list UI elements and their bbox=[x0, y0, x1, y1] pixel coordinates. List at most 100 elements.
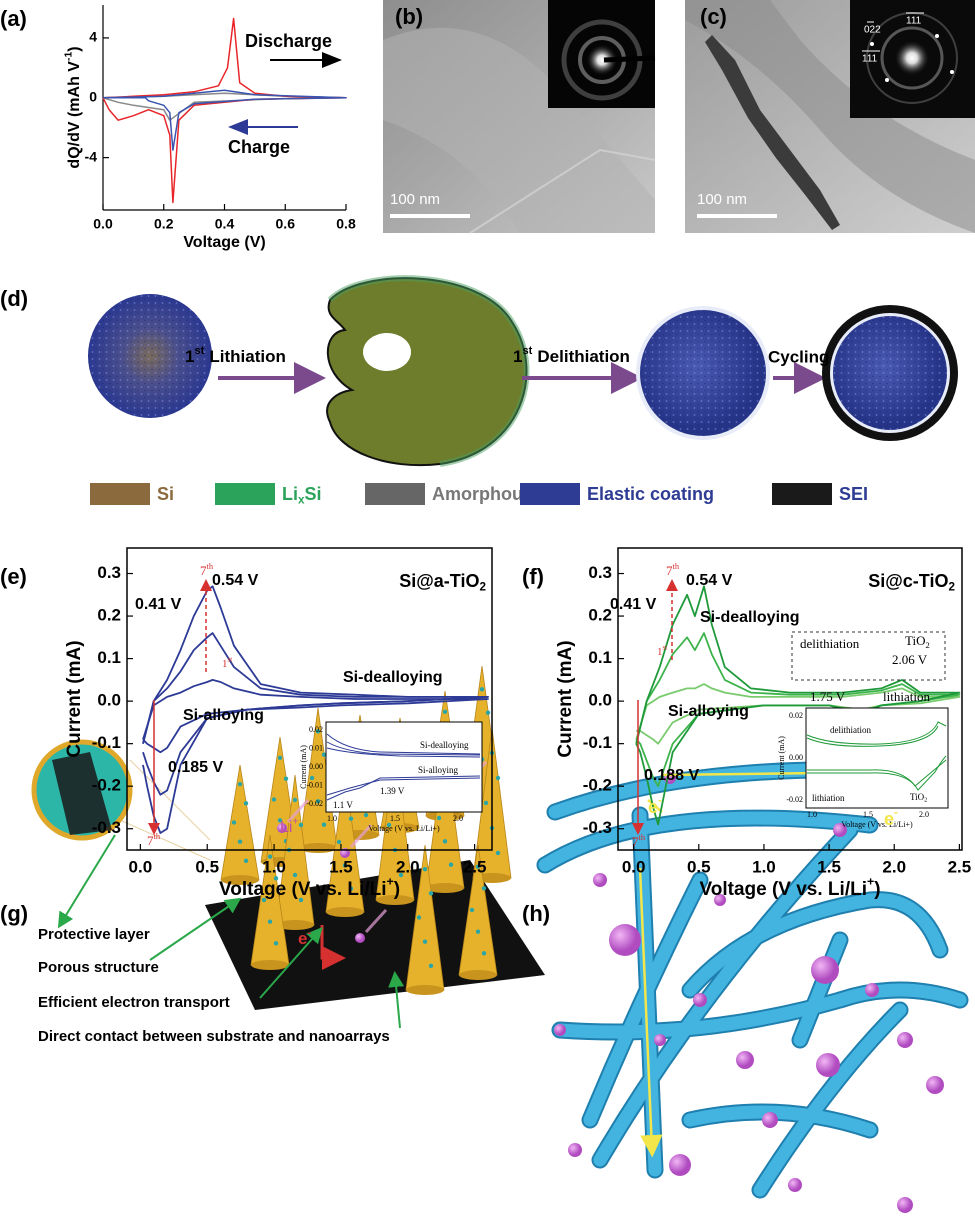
x-axis-title: Voltage (V vs. Li/Li+) bbox=[699, 875, 880, 900]
step-label-part: Delithiation bbox=[537, 347, 630, 366]
electron-label-part: - bbox=[658, 794, 662, 807]
pore bbox=[495, 775, 501, 781]
nanowire bbox=[538, 811, 877, 872]
panel-label: (d) bbox=[0, 286, 28, 311]
x-tick-label: 1.0 bbox=[262, 857, 286, 876]
inset-curve bbox=[326, 747, 481, 758]
nanowire-network bbox=[536, 760, 969, 1213]
miller-index: 111 bbox=[862, 54, 878, 65]
feature-label: Protective layer bbox=[38, 926, 150, 943]
panel-label: (g) bbox=[0, 901, 28, 926]
legend-label-part: x bbox=[298, 493, 305, 506]
pore bbox=[428, 891, 434, 896]
pore bbox=[243, 858, 249, 864]
pore bbox=[298, 897, 304, 903]
inset-tick-label: -0.02 bbox=[786, 795, 803, 804]
pore bbox=[479, 687, 485, 692]
annotation: TiO2 bbox=[905, 633, 930, 650]
inset-tick-label: 0.01 bbox=[309, 743, 323, 752]
feature-label: Porous structure bbox=[38, 959, 159, 976]
panel-label: (e) bbox=[0, 564, 27, 589]
annotation: Si-dealloying bbox=[700, 609, 800, 626]
pore bbox=[481, 886, 487, 891]
x-tick-label: 2.5 bbox=[463, 857, 487, 876]
inset-curve bbox=[807, 755, 947, 791]
cone-base bbox=[276, 920, 314, 930]
pore bbox=[348, 886, 354, 891]
scale-bar-label: 100 nm bbox=[697, 191, 747, 208]
inset-tick-label: 1.0 bbox=[807, 810, 817, 819]
y-axis-title-part: ) bbox=[66, 46, 83, 51]
pore bbox=[398, 872, 404, 878]
y-axis-title-part: -1 bbox=[63, 52, 74, 61]
callout-arrow bbox=[259, 927, 323, 999]
inset-tick-label: 1.5 bbox=[863, 810, 873, 819]
y-tick-label: 4 bbox=[89, 29, 97, 45]
x-tick-label: 1.5 bbox=[817, 857, 841, 876]
annotation: 7th bbox=[147, 831, 161, 848]
callout-arrow bbox=[388, 971, 405, 1029]
inset-text: 1.1 V bbox=[333, 800, 353, 810]
annotation: Si@a-TiO2 bbox=[399, 571, 486, 594]
inset-text: 1.39 V bbox=[380, 786, 405, 796]
step-label: 1st Delithiation bbox=[513, 345, 630, 366]
y-tick-label: 0.0 bbox=[588, 691, 612, 710]
legend-swatch bbox=[215, 483, 275, 505]
nanoparticle bbox=[865, 983, 879, 997]
pore bbox=[342, 863, 348, 868]
annotation-part: 1 bbox=[222, 658, 228, 670]
tem-image-c bbox=[685, 0, 975, 233]
y-tick-label: 0.3 bbox=[588, 563, 612, 582]
nanoparticle bbox=[833, 823, 847, 837]
y-tick-label: 0.2 bbox=[588, 606, 612, 625]
electron-label-part: e bbox=[884, 809, 894, 829]
y-tick-label: 0 bbox=[89, 88, 97, 104]
annotation-part: Si@a-TiO bbox=[399, 571, 479, 591]
ion-trail bbox=[349, 823, 373, 849]
inset-axis-title: Current (mA) bbox=[777, 736, 786, 780]
inset-text: Si-alloying bbox=[418, 765, 458, 775]
pore bbox=[283, 776, 289, 781]
annotation: Si-dealloying bbox=[343, 669, 443, 686]
ion-label-part: + bbox=[292, 816, 298, 827]
nanowire bbox=[793, 933, 847, 1047]
panel-label: (a) bbox=[0, 6, 27, 31]
step-label-part: st bbox=[522, 345, 532, 357]
inset-text-part: 2 bbox=[924, 798, 927, 804]
li-ion bbox=[277, 823, 287, 833]
inset-tick-label: 1.5 bbox=[390, 814, 400, 823]
pore bbox=[475, 929, 481, 934]
inset-text: delithiation bbox=[830, 725, 871, 735]
annotation-part: 7 bbox=[666, 563, 673, 578]
plot-frame bbox=[617, 547, 963, 851]
inset-curve bbox=[326, 775, 481, 801]
y-tick-label: -0.2 bbox=[92, 776, 121, 795]
annotation: 1st bbox=[222, 655, 232, 669]
annotation: 7th bbox=[632, 832, 646, 849]
annotation: 7th bbox=[200, 561, 214, 578]
li-ion bbox=[355, 933, 365, 943]
inset-curve bbox=[806, 725, 939, 747]
electron-label-part: - bbox=[307, 927, 311, 939]
nanoparticle bbox=[788, 1178, 802, 1192]
x-tick-label: 0.5 bbox=[195, 857, 219, 876]
pore bbox=[315, 799, 321, 804]
nanoparticle bbox=[669, 1154, 691, 1176]
pore bbox=[475, 864, 481, 869]
legend-label-part: Si bbox=[305, 484, 322, 504]
legend-swatch bbox=[90, 483, 150, 505]
annotation: Si-alloying bbox=[183, 707, 264, 724]
y-axis-title: dQ/dV (mAh V-1) bbox=[63, 46, 83, 168]
annotation: 7th bbox=[666, 561, 680, 578]
annotation: 0.188 V bbox=[644, 767, 699, 784]
legend-label: LixSi bbox=[282, 484, 322, 507]
nanowire bbox=[683, 893, 947, 997]
cone-base bbox=[459, 970, 497, 980]
annotation-part: 1 bbox=[657, 646, 663, 658]
pore bbox=[267, 919, 273, 924]
electron-label-part: - bbox=[894, 806, 898, 819]
scale-bar-label: 100 nm bbox=[390, 191, 440, 208]
annotation-part: Si@c-TiO bbox=[868, 571, 948, 591]
y-tick-label: 0.3 bbox=[97, 563, 121, 582]
